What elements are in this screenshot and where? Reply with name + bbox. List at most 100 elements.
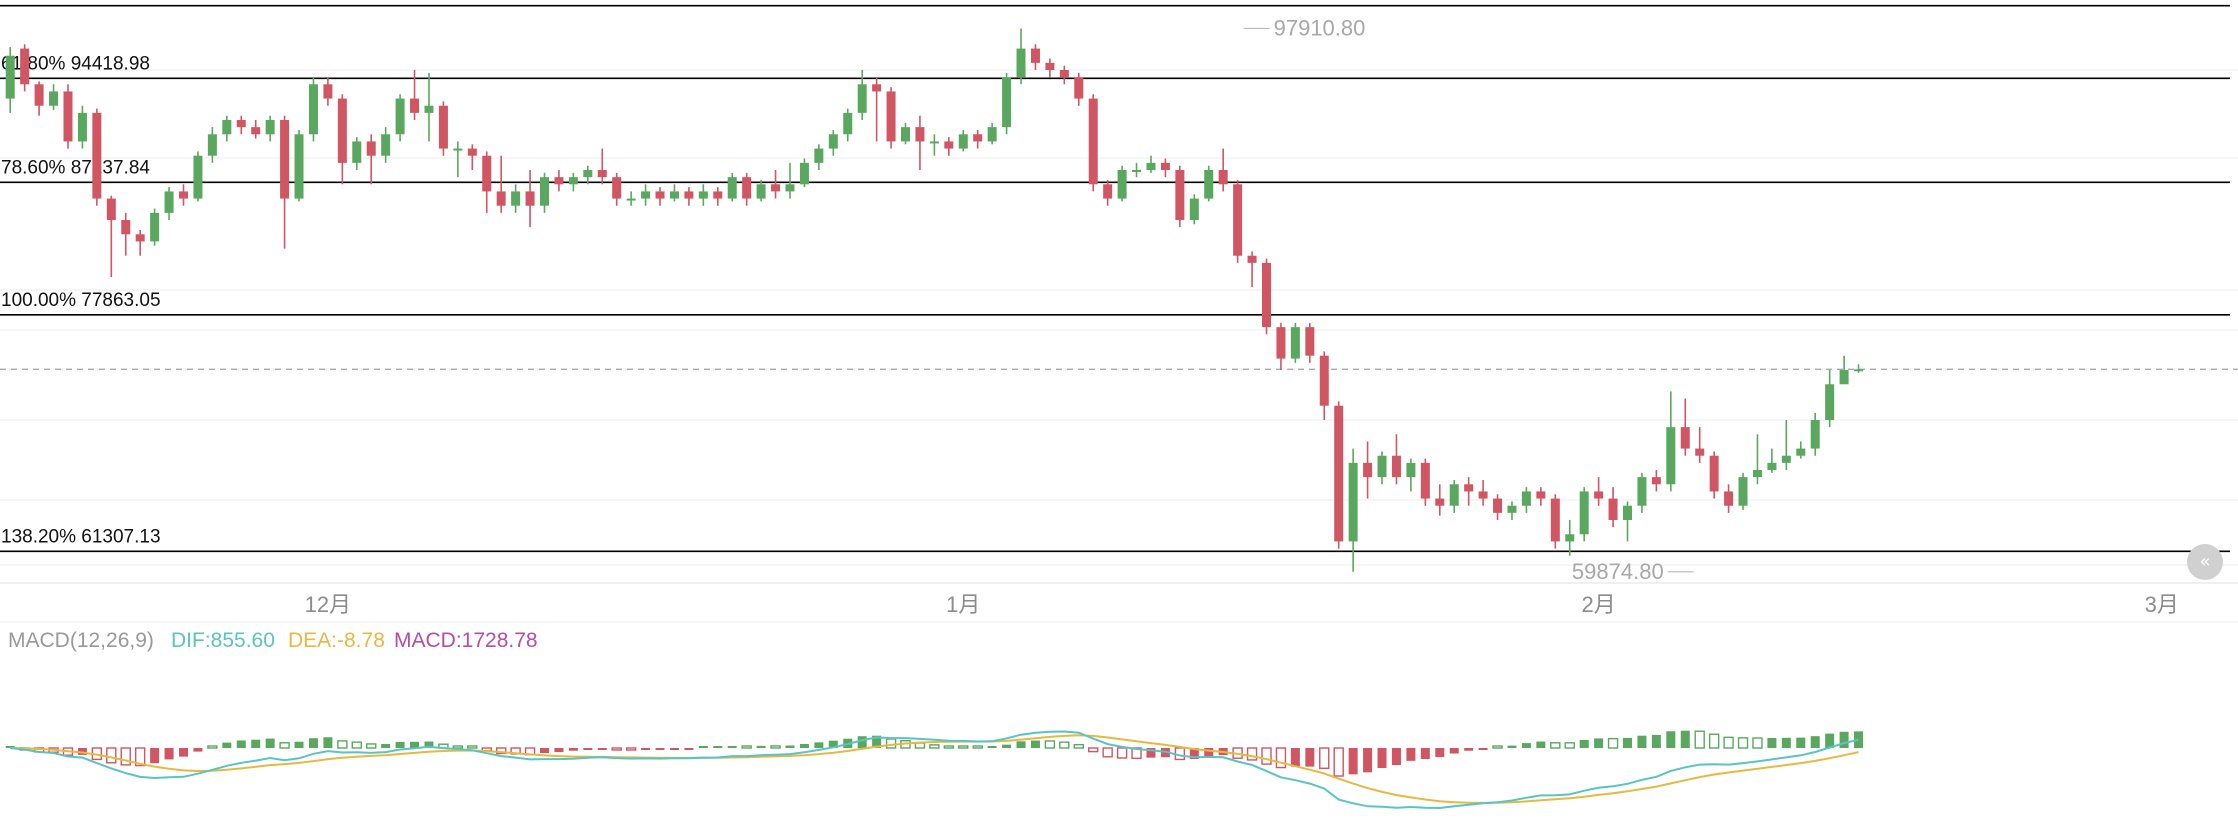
candle	[1204, 165, 1214, 202]
candle-body	[1045, 62, 1055, 70]
fibonacci-levels: 61.80% 94418.98 78.60% 87137.84 100.00% 77…	[0, 4, 2238, 553]
macd-bar	[1363, 748, 1373, 773]
candle	[1695, 427, 1705, 463]
candle-body	[1146, 162, 1156, 170]
month-tick-label: 3月	[2145, 592, 2179, 617]
macd-bar	[583, 748, 593, 750]
macd-bar	[1796, 737, 1806, 748]
candle	[1623, 501, 1632, 542]
candle	[179, 184, 188, 206]
candle	[814, 144, 824, 170]
candle-body	[1565, 534, 1575, 542]
candle	[1637, 472, 1647, 513]
macd-bar	[1854, 731, 1864, 748]
macd-bar	[785, 745, 795, 748]
candle	[597, 148, 607, 185]
candle	[1781, 420, 1791, 470]
candle	[1666, 391, 1676, 492]
macd-bar	[958, 745, 969, 749]
candle-body	[1781, 455, 1791, 463]
candle-body	[1536, 491, 1546, 499]
candle	[1796, 441, 1806, 459]
candle-body	[1666, 427, 1676, 485]
candle	[756, 180, 766, 202]
candle	[164, 187, 174, 220]
candle-body	[554, 177, 564, 185]
macd-bar	[1030, 740, 1040, 748]
macd-bar	[929, 744, 940, 749]
candle-body	[1796, 448, 1806, 456]
macd-bar	[1059, 741, 1070, 749]
macd-bar	[1637, 735, 1647, 748]
candle	[1594, 477, 1604, 506]
candle	[251, 120, 261, 139]
macd-bar	[814, 742, 824, 748]
fib-level-label: 100.00% 77863.05	[1, 290, 161, 311]
macd-bar	[1752, 737, 1763, 749]
candle	[496, 155, 506, 213]
macd-bar	[1708, 733, 1720, 749]
candle-body	[843, 112, 853, 135]
candle-body	[1233, 184, 1243, 256]
candle	[1377, 451, 1387, 485]
macd-bar	[727, 746, 737, 748]
candle-body	[1074, 77, 1084, 99]
candle-body	[410, 98, 420, 113]
candle	[1247, 251, 1257, 288]
candle	[1579, 487, 1589, 542]
macd-bar	[381, 743, 391, 748]
candle	[1709, 451, 1719, 499]
candle	[1854, 364, 1864, 373]
candle	[150, 208, 160, 246]
candle-body	[901, 127, 910, 142]
candle-body	[77, 112, 87, 142]
candles	[5, 28, 1864, 572]
price-annotations: 97910.80 59874.80	[1243, 15, 1694, 584]
price-grid	[0, 69, 2238, 623]
macd-bar	[1449, 748, 1459, 754]
candle	[901, 122, 910, 145]
candle	[222, 115, 232, 142]
candle	[49, 84, 59, 110]
candle	[973, 130, 983, 149]
candle	[1507, 501, 1517, 520]
candle-body	[958, 134, 968, 149]
candle-body	[669, 191, 679, 199]
candle-body	[20, 48, 30, 85]
macd-bar	[337, 740, 348, 749]
candle-body	[280, 120, 290, 199]
candle-body	[756, 184, 766, 199]
candle-body	[1088, 98, 1098, 185]
macd-bar	[872, 735, 882, 748]
macd-dea-value: DEA:-8.78	[288, 629, 385, 652]
candle	[1651, 470, 1661, 492]
macd-bar	[150, 748, 160, 764]
candle-body	[381, 134, 391, 156]
chevrons-left-icon[interactable]: «	[2187, 544, 2223, 580]
candle	[1680, 398, 1690, 456]
min-price-label: 59874.80	[1572, 559, 1664, 584]
macd-bar	[1666, 731, 1676, 748]
macd-bar	[914, 742, 926, 749]
candle	[1738, 472, 1748, 510]
candle-body	[612, 177, 622, 199]
macd-bar	[1204, 748, 1214, 757]
candle-body	[1464, 484, 1474, 492]
macd-bar	[756, 745, 766, 748]
dif-line	[10, 730, 1859, 810]
candle-body	[251, 127, 261, 135]
macd-bar	[410, 741, 420, 748]
candle-body	[1709, 455, 1719, 492]
candle-body	[164, 191, 174, 213]
macd-bar	[1737, 737, 1749, 749]
candle-body	[92, 112, 102, 199]
macd-bar	[1420, 748, 1430, 760]
candle-body	[626, 198, 636, 201]
candle-body	[424, 105, 434, 113]
candle	[1233, 180, 1243, 263]
candle	[1088, 94, 1098, 192]
x-axis: 12月1月2月3月4月	[0, 582, 2238, 617]
candle	[1406, 458, 1416, 492]
candle	[1002, 72, 1012, 135]
